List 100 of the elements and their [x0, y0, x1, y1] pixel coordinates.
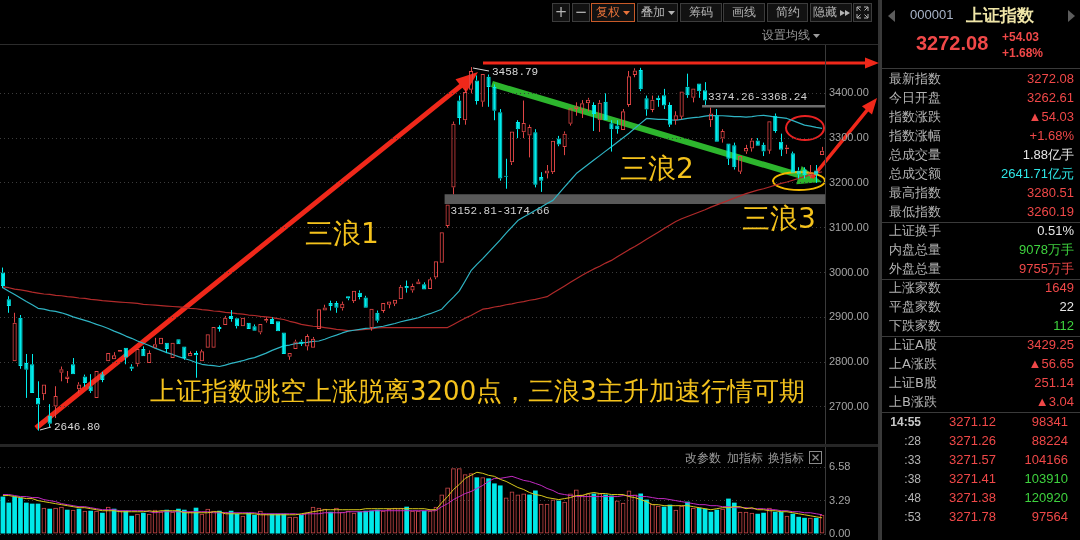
text: 上证A股 — [889, 336, 937, 354]
text: +1.68% — [1029, 127, 1074, 145]
candlestick — [100, 371, 105, 383]
candlestick — [609, 119, 614, 153]
y-tick-label: 3000.00 — [829, 265, 869, 278]
candlestick — [685, 73, 690, 99]
text: 3271.38 — [949, 489, 996, 507]
text: 上证指数 — [966, 4, 1034, 27]
text: 9078万手 — [1019, 241, 1074, 259]
text: 3271.78 — [949, 508, 996, 526]
text: 000001 — [910, 7, 954, 22]
candlestick — [281, 332, 286, 354]
text: 1.88亿手 — [1022, 146, 1074, 164]
candlestick — [30, 353, 35, 393]
annotation: 三浪2 — [620, 152, 694, 186]
text: 上证换手 — [889, 222, 941, 240]
bar — [64, 509, 70, 534]
text: 指数涨跌 — [889, 108, 941, 126]
y-tick-label: 0.00 — [829, 527, 851, 540]
text: 3271.12 — [949, 413, 996, 431]
text: ▲54.03 — [1028, 108, 1074, 126]
bar — [685, 501, 690, 534]
text: 3271.57 — [949, 451, 996, 469]
y-tick-label: 3400.00 — [829, 86, 869, 99]
text: 最低指数 — [889, 203, 941, 221]
text: 3280.51 — [1027, 184, 1074, 202]
candlestick — [47, 403, 52, 428]
text: 88224 — [1031, 432, 1068, 450]
toolbar-button: 画线 — [723, 3, 765, 22]
text: 今日开盘 — [889, 89, 941, 107]
candlestick — [644, 95, 649, 117]
text: :53 — [903, 509, 921, 526]
candlestick — [814, 164, 819, 184]
y-tick-label: 2900.00 — [829, 310, 869, 323]
text: 120920 — [1024, 489, 1068, 507]
candlestick — [591, 101, 596, 132]
candlestick — [275, 321, 281, 332]
y-tick-label: 3200.00 — [829, 175, 869, 188]
candlestick — [474, 74, 479, 106]
bar — [404, 506, 409, 534]
candlestick — [714, 108, 719, 142]
y-tick-label: 3100.00 — [829, 220, 869, 233]
annotation: 上证指数跳空上涨脱离3200点，三浪3主升加速行情可期 — [150, 375, 805, 406]
text: :48 — [903, 490, 921, 507]
candlestick — [24, 353, 29, 399]
candlestick — [802, 166, 807, 179]
text: :38 — [903, 471, 921, 488]
plus-button: + — [552, 3, 570, 22]
text: ▲3.04 — [1035, 393, 1074, 411]
text: 2641.71亿元 — [1001, 165, 1074, 183]
candlestick — [269, 316, 275, 324]
text: 上A涨跌 — [889, 355, 937, 373]
bar — [88, 510, 94, 534]
text: 下跌家数 — [889, 317, 941, 335]
candlestick — [375, 310, 380, 324]
candlestick — [234, 318, 240, 329]
bar — [328, 511, 333, 534]
text: 0.51% — [1037, 222, 1074, 240]
candlestick — [773, 113, 778, 134]
toolbar-button: 隐藏 — [810, 3, 852, 22]
text: 3260.19 — [1027, 203, 1074, 221]
text: 98341 — [1031, 413, 1068, 431]
candlestick — [141, 345, 146, 357]
candlestick — [334, 300, 339, 314]
candlestick — [667, 101, 673, 128]
text: 3272.08 — [916, 32, 989, 55]
text: 112 — [1053, 317, 1074, 335]
text: 上涨家数 — [889, 279, 941, 297]
text: 3429.25 — [1027, 336, 1074, 354]
text: 最新指数 — [889, 70, 941, 88]
text: ▲56.65 — [1028, 355, 1074, 373]
text: 平盘家数 — [889, 298, 941, 316]
y-tick-label: 2800.00 — [829, 355, 869, 368]
text: :28 — [903, 433, 921, 450]
text: 103910 — [1024, 470, 1068, 488]
annotation: 三浪1 — [305, 217, 379, 251]
candlestick — [176, 339, 181, 345]
toolbar-button: 筹码 — [680, 3, 722, 22]
text: 22 — [1059, 298, 1074, 316]
candlestick — [486, 74, 491, 108]
text: 3271.26 — [949, 432, 996, 450]
candlestick — [796, 166, 801, 179]
minus-button: − — [572, 3, 590, 22]
candlestick — [71, 357, 76, 375]
candlestick — [182, 346, 187, 361]
text: 最高指数 — [889, 184, 941, 202]
bar — [217, 510, 222, 534]
bar — [421, 510, 427, 534]
text: 指数涨幅 — [889, 127, 941, 145]
candlestick — [726, 143, 731, 166]
text: 9755万手 — [1019, 260, 1074, 278]
bar — [164, 509, 170, 534]
text: 设置均线 — [762, 27, 810, 44]
candlestick — [539, 171, 544, 193]
text: 上B涨跌 — [889, 393, 937, 411]
toolbar-button: 复权 — [591, 3, 635, 22]
text: 上证B股 — [889, 374, 937, 392]
band-label: 3374.26-3368.24 — [708, 91, 808, 104]
y-tick-label: 3.29 — [829, 493, 851, 506]
annotation: 3458.79 — [492, 65, 539, 78]
